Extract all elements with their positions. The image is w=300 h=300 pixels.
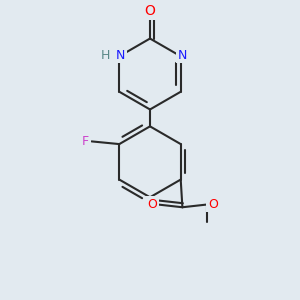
Text: F: F — [82, 134, 89, 148]
Text: O: O — [145, 4, 155, 18]
Text: O: O — [208, 198, 218, 211]
Text: O: O — [147, 198, 157, 211]
Text: N: N — [116, 49, 125, 62]
Text: H: H — [101, 49, 110, 62]
Text: N: N — [178, 49, 188, 62]
